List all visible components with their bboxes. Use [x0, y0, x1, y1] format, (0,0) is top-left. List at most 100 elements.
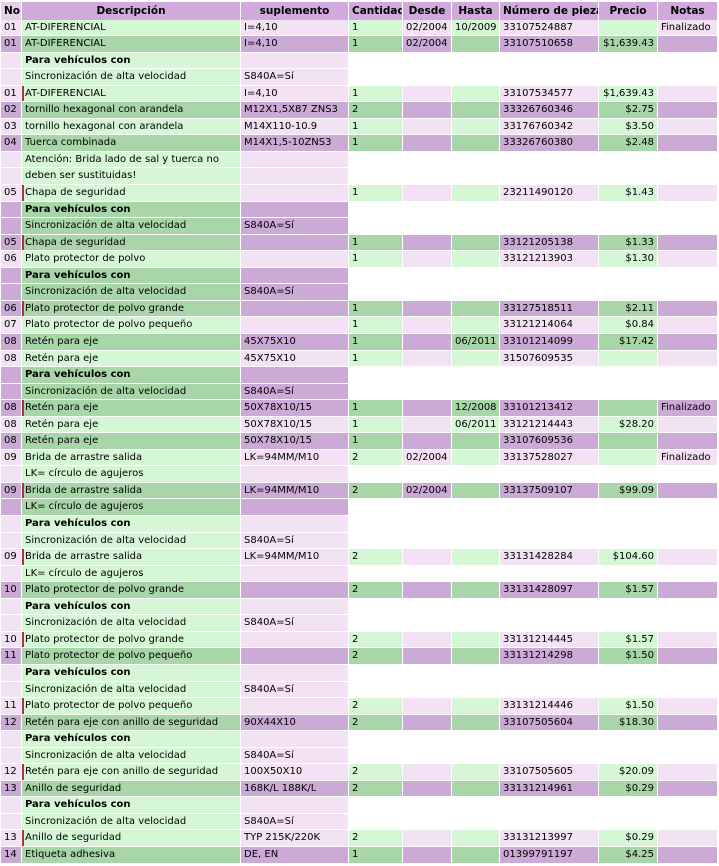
- numero-pieza: 33107505605: [500, 764, 598, 780]
- desde: [403, 417, 451, 432]
- hasta: [452, 781, 499, 796]
- no: 08: [1, 417, 21, 432]
- suplemento: M14X110-10.9: [241, 119, 348, 134]
- cantidad: 1: [349, 135, 402, 151]
- notas: [658, 102, 717, 118]
- suplemento: [241, 516, 348, 532]
- column-header: Número de pieza: [500, 2, 598, 20]
- descripcion: Atención: Brida lado de sal y tuerca no: [22, 152, 240, 167]
- desde: [403, 251, 451, 267]
- hasta: [452, 251, 499, 267]
- suplemento: [241, 152, 348, 167]
- notas: [658, 648, 717, 664]
- no: 01: [1, 36, 21, 52]
- no: [1, 566, 21, 581]
- row-marker: [22, 86, 24, 101]
- descripcion: Para vehículos con: [22, 53, 240, 68]
- no: [1, 533, 21, 548]
- numero-pieza: 33131428284: [500, 549, 598, 565]
- descripcion: Retén para eje: [22, 400, 240, 416]
- suplemento: [241, 466, 348, 482]
- no: 11: [1, 648, 21, 664]
- notas: [658, 582, 717, 598]
- numero-pieza: 23211490120: [500, 185, 598, 201]
- suplemento: [241, 317, 348, 333]
- no: 06: [1, 251, 21, 267]
- row-marker: [22, 185, 24, 201]
- hasta: [452, 715, 499, 730]
- descripcion: Para vehículos con: [22, 367, 240, 383]
- suplemento: [241, 582, 348, 598]
- numero-pieza: 33137528027: [500, 450, 598, 465]
- notas: [658, 334, 717, 350]
- precio: $0.29: [599, 781, 657, 796]
- cantidad: 2: [349, 549, 402, 565]
- descripcion: Para vehículos con: [22, 516, 240, 532]
- desde: 02/2004: [403, 483, 451, 498]
- cantidad: 2: [349, 830, 402, 846]
- suplemento: S840A=Sí: [241, 69, 348, 85]
- suplemento: LK=94MM/M10: [241, 450, 348, 465]
- cantidad: 2: [349, 582, 402, 598]
- no: 04: [1, 135, 21, 151]
- hasta: [452, 847, 499, 863]
- suplemento: S840A=Sí: [241, 615, 348, 631]
- cantidad: 1: [349, 20, 402, 35]
- hasta: [452, 549, 499, 565]
- cantidad: 1: [349, 400, 402, 416]
- cantidad: 1: [349, 417, 402, 432]
- precio: $104.60: [599, 549, 657, 565]
- no: [1, 466, 21, 482]
- desde: [403, 582, 451, 598]
- notas: [658, 235, 717, 250]
- no: [1, 797, 21, 813]
- suplemento: S840A=Sí: [241, 218, 348, 234]
- descripcion: Sincronización de alta velocidad: [22, 533, 240, 548]
- notas: [658, 301, 717, 316]
- hasta: [452, 648, 499, 664]
- hasta: [452, 450, 499, 465]
- desde: [403, 235, 451, 250]
- hasta: [452, 185, 499, 201]
- no: 10: [1, 632, 21, 647]
- notas: [658, 417, 717, 432]
- descripcion: Sincronización de alta velocidad: [22, 615, 240, 631]
- suplemento: [241, 301, 348, 316]
- desde: 02/2004: [403, 20, 451, 35]
- precio: [599, 450, 657, 465]
- numero-pieza: 33107505604: [500, 715, 598, 730]
- suplemento: [241, 797, 348, 813]
- numero-pieza: 33131214961: [500, 781, 598, 796]
- descripcion: Para vehículos con: [22, 202, 240, 217]
- numero-pieza: 33121214064: [500, 317, 598, 333]
- desde: [403, 102, 451, 118]
- no: 08: [1, 351, 21, 366]
- descripcion: Para vehículos con: [22, 665, 240, 681]
- column-header: Descripción: [22, 2, 240, 20]
- no: 09: [1, 450, 21, 465]
- suplemento: I=4,10: [241, 86, 348, 101]
- precio: $2.11: [599, 301, 657, 316]
- numero-pieza: 33176760342: [500, 119, 598, 134]
- precio: $1.30: [599, 251, 657, 267]
- cantidad: 2: [349, 781, 402, 796]
- hasta: [452, 433, 499, 449]
- suplemento: S840A=Sí: [241, 682, 348, 697]
- no: 09: [1, 483, 21, 498]
- suplemento: 100X50X10: [241, 764, 348, 780]
- hasta: [452, 36, 499, 52]
- hasta: [452, 632, 499, 647]
- no: [1, 284, 21, 300]
- hasta: [452, 235, 499, 250]
- suplemento: [241, 698, 348, 714]
- suplemento: [241, 599, 348, 614]
- desde: [403, 351, 451, 366]
- desde: [403, 648, 451, 664]
- descripcion: Para vehículos con: [22, 599, 240, 614]
- precio: $4.25: [599, 847, 657, 863]
- desde: [403, 847, 451, 863]
- descripcion: Plato protector de polvo pequeño: [22, 317, 240, 333]
- precio: [599, 433, 657, 449]
- descripcion: Sincronización de alta velocidad: [22, 218, 240, 234]
- hasta: [452, 135, 499, 151]
